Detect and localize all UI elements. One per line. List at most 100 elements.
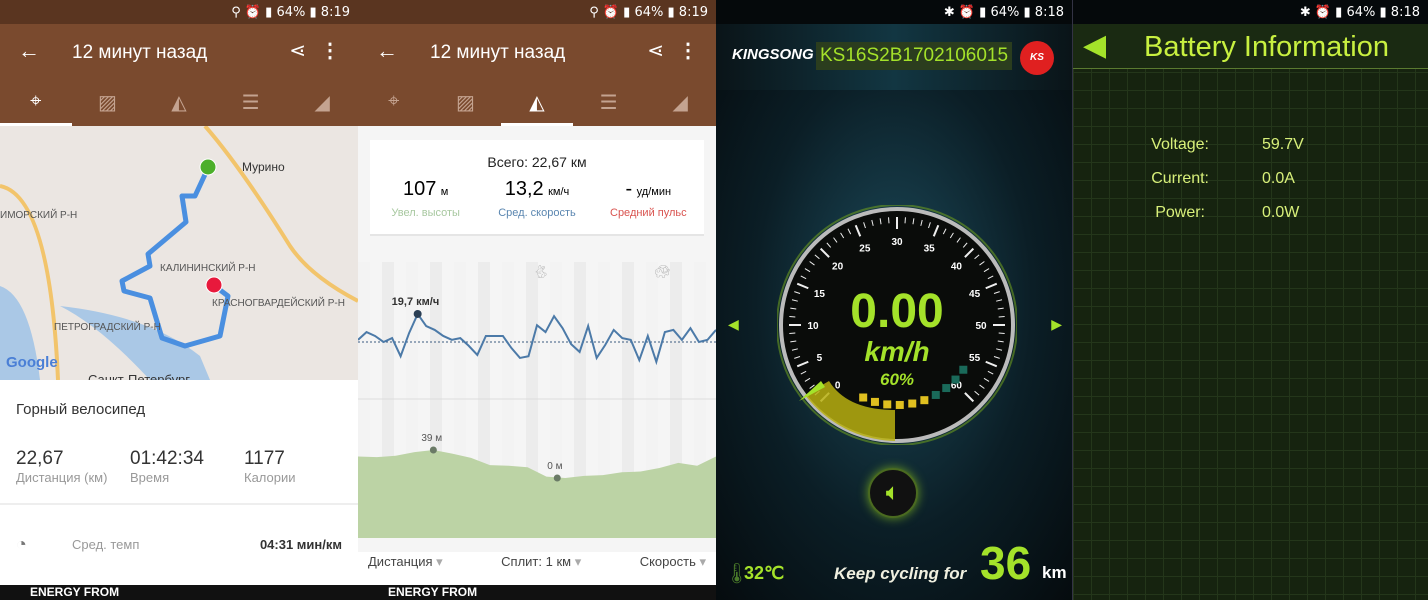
tab-elevation-icon[interactable]: ◢	[672, 92, 688, 114]
map-screen: ⚲ ⏰ ▮ 64% ▮ 8:19 ← 12 минут назад ⋖ ⋮ ⌖ …	[0, 0, 358, 600]
gauge-tick	[964, 392, 975, 403]
gauge-tick-label: 20	[832, 262, 844, 273]
gauge-tick-label: 30	[891, 237, 903, 248]
turtle-icon: 🐢︎	[654, 264, 671, 279]
gauge-tick	[979, 384, 985, 389]
stat-time: 01:42:34 Время	[130, 448, 204, 485]
gauge-tick-label: 45	[969, 289, 981, 300]
gauge-tick	[796, 360, 809, 368]
gauge-tick	[993, 291, 1000, 294]
chart-stripe	[598, 262, 610, 538]
ks-wheels-logo: KS	[1020, 41, 1054, 75]
filter-split-dropdown[interactable]: Сплит: 1 км ▾	[501, 554, 582, 569]
speed-unit: km/h	[864, 336, 930, 367]
gauge-tick	[996, 348, 1003, 351]
route-line	[119, 166, 231, 349]
route-map[interactable]: Мурино ИМОРСКИЙ Р-Н КАЛИНИНСКИЙ Р-Н КРАС…	[0, 126, 358, 387]
ad-banner[interactable]: ENERGY FROM	[0, 585, 358, 600]
gauge-tick-label: 60	[951, 380, 963, 391]
gauge-tick	[997, 307, 1004, 310]
status-bar: ✱ ⏰ ▮ 64% ▮ 8:18	[716, 0, 1072, 24]
ad-banner[interactable]: ENERGY FROM	[358, 585, 716, 600]
clock: 8:19	[320, 5, 350, 20]
gauge-tick	[987, 275, 994, 280]
gauge-tick	[920, 219, 923, 226]
share-icon[interactable]: ⋖	[289, 40, 306, 62]
rabbit-icon: 🐇︎	[533, 264, 550, 279]
gauge-tick	[814, 254, 820, 260]
gauge-tick	[979, 261, 985, 266]
tab-chart-icon[interactable]: ◭	[501, 84, 573, 126]
tab-photo-icon[interactable]: ▨	[97, 92, 117, 114]
tab-chart-icon[interactable]: ◭	[171, 92, 187, 114]
chart-stripe	[574, 262, 586, 538]
gauge-tick	[790, 340, 797, 343]
device-id[interactable]: KS16S2B1702106015	[816, 42, 1013, 70]
gauge-tick	[804, 268, 811, 273]
battery-level-segment	[859, 393, 868, 402]
chart-screen: ⚲ ⏰ ▮ 64% ▮ 8:19 ← 12 минут назад ⋖ ⋮ ⌖ …	[358, 0, 716, 600]
status-bar: ⚲ ⏰ ▮ 64% ▮ 8:19	[0, 0, 358, 24]
gauge-tick	[819, 247, 830, 258]
clock: 8:19	[678, 5, 708, 20]
gauge-tick-label: 35	[924, 243, 936, 254]
speedometer-gauge: 0 5 10 15 20 25 30 35 40 45 50 55 60	[777, 205, 1017, 445]
app-bar: ← 12 минут назад ⋖ ⋮ ⌖ ▨ ◭ ☰ ◢	[358, 24, 716, 126]
gauge-tick	[833, 237, 838, 243]
google-logo: Google	[6, 354, 58, 371]
gauge-tick	[800, 370, 807, 375]
range-unit: km	[1042, 563, 1067, 582]
pace-icon: ◔	[16, 534, 27, 554]
gauge-tick-label: 0	[835, 380, 841, 391]
page-title: 12 минут назад	[430, 42, 566, 63]
tab-map-icon[interactable]: ⌖	[388, 90, 400, 112]
kingsong-dashboard: ✱ ⏰ ▮ 64% ▮ 8:18 KINGSONG KS16S2B1702106…	[716, 0, 1072, 600]
gauge-tick-label: 25	[859, 243, 871, 254]
gauge-tick	[932, 224, 940, 237]
sound-toggle-speaker-icon[interactable]: 🔈︎	[868, 468, 918, 518]
more-options-icon[interactable]: ⋮	[320, 40, 340, 62]
gauge-tick	[794, 291, 801, 294]
gauge-tick	[974, 254, 980, 260]
gauge-tick	[985, 360, 998, 368]
map-label: Мурино	[242, 160, 285, 174]
battery-level-segment	[908, 399, 917, 408]
gauge-tick-label: 40	[951, 262, 963, 273]
tab-map-icon[interactable]: ⌖	[0, 84, 72, 126]
tab-splits-icon[interactable]: ☰	[599, 92, 618, 114]
prev-page-arrow-icon[interactable]: ◀	[728, 316, 739, 332]
range-text: Keep cycling for	[834, 564, 967, 583]
gauge-tick	[949, 232, 954, 239]
page-title: Battery Information	[1144, 31, 1389, 63]
gauge-tick	[794, 356, 801, 359]
back-arrow-icon[interactable]: ◀	[1083, 29, 1107, 62]
gauge-tick	[809, 384, 815, 389]
gauge-tick	[826, 242, 832, 248]
speed-elevation-chart[interactable]: 🐇︎ 🐢︎ 19,7 км/ч 39 м 0 м	[358, 262, 716, 538]
filter-metric-dropdown[interactable]: Скорость ▾	[639, 554, 706, 569]
chart-stripe	[622, 262, 634, 538]
gauge-tick	[928, 222, 931, 229]
gauge-tick	[863, 222, 866, 229]
battery-level-segment	[895, 400, 904, 409]
filter-x-axis-dropdown[interactable]: Дистанция ▾	[368, 554, 443, 569]
tab-elevation-icon[interactable]: ◢	[314, 92, 330, 114]
gauge-tick	[962, 242, 968, 248]
back-arrow-icon[interactable]: ←	[376, 38, 398, 63]
battery-level-segment	[931, 390, 940, 399]
gauge-tick	[993, 356, 1000, 359]
battery-level-segment	[959, 365, 968, 374]
share-icon[interactable]: ⋖	[647, 40, 664, 62]
tab-splits-icon[interactable]: ☰	[241, 92, 260, 114]
next-page-arrow-icon[interactable]: ▶	[1051, 316, 1062, 332]
back-arrow-icon[interactable]: ←	[18, 38, 40, 63]
tab-photo-icon[interactable]: ▨	[455, 92, 475, 114]
gauge-tick	[879, 218, 882, 225]
gauge-tick	[790, 307, 797, 310]
battery-percent: 60%	[879, 370, 915, 389]
thermometer-icon: 🌡︎	[724, 563, 750, 585]
gauge-tick-label: 50	[975, 321, 987, 332]
more-options-icon[interactable]: ⋮	[678, 40, 698, 62]
battery-level: 64%	[634, 5, 664, 20]
battery-level-segment	[883, 400, 892, 409]
